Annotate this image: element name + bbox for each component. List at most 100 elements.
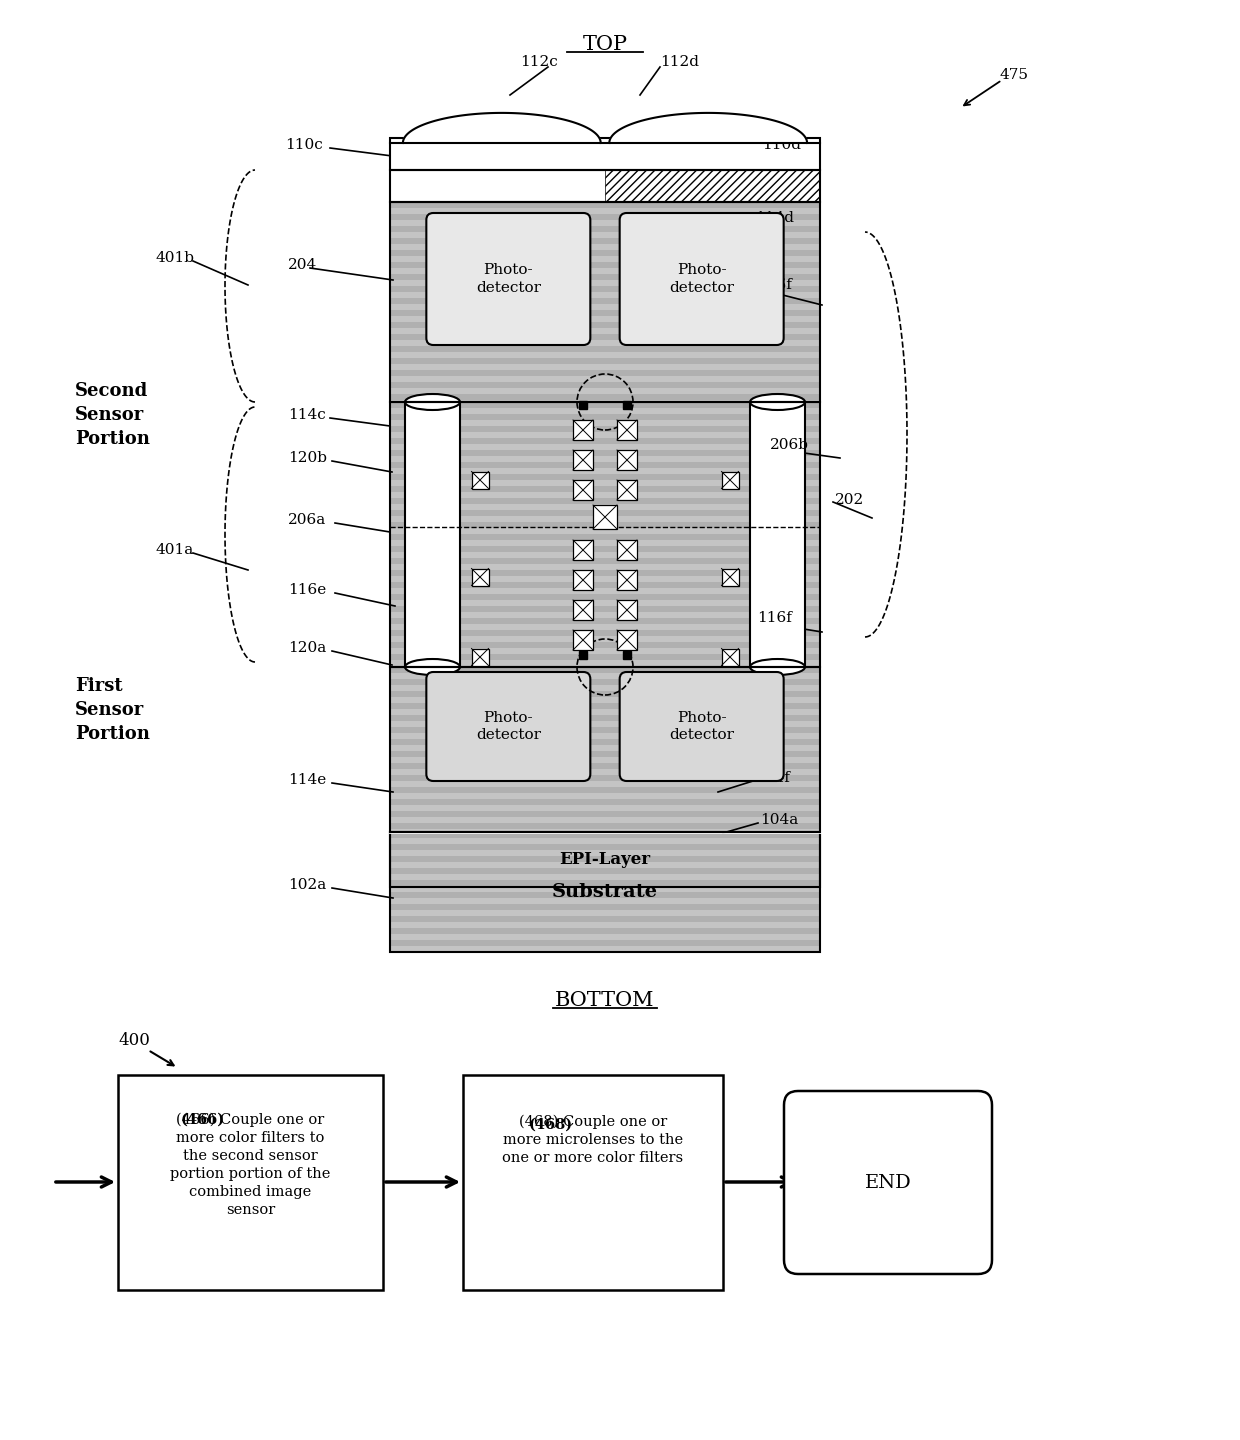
Bar — [391, 516, 820, 521]
Text: Second
Sensor
Portion: Second Sensor Portion — [74, 383, 150, 448]
Bar — [471, 648, 489, 665]
Ellipse shape — [750, 395, 805, 410]
Bar — [391, 340, 820, 346]
Bar — [391, 138, 820, 170]
Text: 112d: 112d — [660, 55, 699, 69]
Bar — [573, 449, 593, 469]
Bar — [391, 648, 820, 654]
Bar — [391, 775, 820, 780]
FancyBboxPatch shape — [620, 672, 784, 780]
Bar — [391, 238, 820, 243]
Bar — [391, 721, 820, 727]
Bar — [391, 232, 820, 238]
Bar — [391, 202, 820, 402]
Bar — [573, 570, 593, 590]
Bar — [391, 631, 820, 636]
Bar — [391, 449, 820, 456]
Bar — [573, 480, 593, 500]
Bar — [391, 444, 820, 449]
Bar — [618, 420, 637, 441]
Bar — [391, 487, 820, 492]
Text: 104a: 104a — [760, 814, 799, 827]
Bar — [391, 922, 820, 927]
Bar — [391, 462, 820, 468]
Bar — [391, 552, 820, 557]
Bar — [391, 708, 820, 716]
Bar — [391, 376, 820, 382]
Bar — [471, 471, 489, 488]
Bar — [391, 395, 820, 400]
Bar — [391, 847, 820, 852]
Bar — [391, 780, 820, 788]
Bar — [391, 576, 820, 582]
Bar — [391, 946, 820, 952]
Bar — [391, 757, 820, 763]
Bar — [391, 910, 820, 916]
Bar — [391, 504, 820, 510]
Bar — [391, 868, 820, 874]
Bar — [391, 364, 820, 370]
Bar — [391, 426, 820, 432]
Text: 116f: 116f — [756, 278, 792, 292]
Bar — [391, 739, 820, 744]
Bar — [391, 793, 820, 799]
Bar — [391, 521, 820, 528]
Text: (468): (468) — [529, 1117, 573, 1132]
Bar — [391, 832, 820, 952]
Bar — [391, 763, 820, 769]
Bar — [391, 752, 820, 757]
Bar — [622, 400, 631, 409]
Bar — [391, 852, 820, 860]
Bar — [391, 891, 820, 899]
Bar — [391, 202, 820, 207]
Bar — [391, 570, 820, 576]
Bar — [391, 618, 820, 624]
Bar — [391, 304, 820, 310]
Bar — [391, 811, 820, 816]
Bar — [391, 226, 820, 232]
Bar — [391, 904, 820, 910]
Bar — [391, 387, 820, 395]
Bar — [391, 824, 820, 829]
Bar — [391, 420, 820, 426]
Bar — [618, 631, 637, 649]
FancyBboxPatch shape — [427, 213, 590, 346]
Bar — [391, 382, 820, 387]
Bar — [391, 805, 820, 811]
Bar — [391, 243, 820, 251]
Bar — [618, 480, 637, 500]
Bar — [391, 886, 820, 891]
Bar — [391, 935, 820, 940]
Bar — [618, 540, 637, 560]
Bar — [391, 287, 820, 292]
Bar — [391, 274, 820, 279]
Bar — [405, 402, 460, 667]
Bar — [722, 648, 739, 665]
Text: Photo-
detector: Photo- detector — [670, 711, 734, 742]
Text: 116f: 116f — [756, 611, 792, 625]
Bar — [463, 1076, 723, 1290]
Bar — [391, 691, 820, 697]
Bar — [391, 468, 820, 474]
Text: 114d: 114d — [755, 212, 794, 225]
Bar — [391, 788, 820, 793]
Text: 204: 204 — [288, 258, 317, 272]
Bar — [391, 557, 820, 564]
Bar — [391, 799, 820, 805]
Bar — [573, 600, 593, 621]
Bar — [391, 438, 820, 444]
Bar — [391, 346, 820, 351]
Bar — [391, 298, 820, 304]
Bar — [391, 510, 820, 516]
Text: 475: 475 — [999, 68, 1029, 82]
Bar — [391, 402, 820, 667]
Bar — [391, 256, 820, 262]
Bar — [391, 880, 820, 886]
Bar — [391, 667, 820, 887]
Bar — [391, 170, 605, 202]
Text: 202: 202 — [835, 492, 864, 507]
Bar — [391, 667, 820, 672]
Bar — [391, 654, 820, 660]
Bar — [391, 323, 820, 328]
Text: Photo-
detector: Photo- detector — [476, 264, 541, 295]
